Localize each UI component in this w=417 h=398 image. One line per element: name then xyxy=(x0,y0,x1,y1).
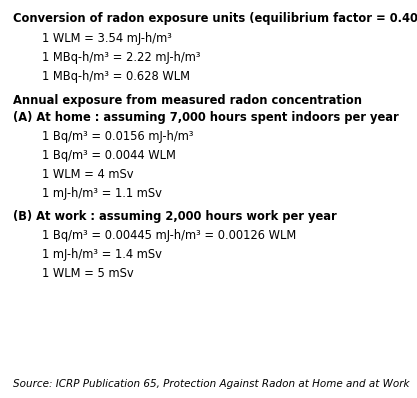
Text: 1 MBq-h/m³ = 2.22 mJ-h/m³: 1 MBq-h/m³ = 2.22 mJ-h/m³ xyxy=(42,51,200,64)
Text: 1 WLM = 5 mSv: 1 WLM = 5 mSv xyxy=(42,267,133,281)
Text: (B) At work : assuming 2,000 hours work per year: (B) At work : assuming 2,000 hours work … xyxy=(13,210,336,223)
Text: 1 mJ-h/m³ = 1.1 mSv: 1 mJ-h/m³ = 1.1 mSv xyxy=(42,187,161,201)
Text: 1 Bq/m³ = 0.0156 mJ-h/m³: 1 Bq/m³ = 0.0156 mJ-h/m³ xyxy=(42,130,193,143)
Text: 1 WLM = 4 mSv: 1 WLM = 4 mSv xyxy=(42,168,133,181)
Text: (A) At home : assuming 7,000 hours spent indoors per year: (A) At home : assuming 7,000 hours spent… xyxy=(13,111,398,124)
Text: 1 Bq/m³ = 0.00445 mJ-h/m³ = 0.00126 WLM: 1 Bq/m³ = 0.00445 mJ-h/m³ = 0.00126 WLM xyxy=(42,229,296,242)
Text: Annual exposure from measured radon concentration: Annual exposure from measured radon conc… xyxy=(13,94,362,107)
Text: 1 WLM = 3.54 mJ-h/m³: 1 WLM = 3.54 mJ-h/m³ xyxy=(42,32,171,45)
Text: Source: ICRP Publication 65, Protection Against Radon at Home and at Work: Source: ICRP Publication 65, Protection … xyxy=(13,379,409,389)
Text: 1 MBq-h/m³ = 0.628 WLM: 1 MBq-h/m³ = 0.628 WLM xyxy=(42,70,190,83)
Text: Conversion of radon exposure units (equilibrium factor = 0.40): Conversion of radon exposure units (equi… xyxy=(13,12,417,25)
Text: 1 mJ-h/m³ = 1.4 mSv: 1 mJ-h/m³ = 1.4 mSv xyxy=(42,248,161,261)
Text: 1 Bq/m³ = 0.0044 WLM: 1 Bq/m³ = 0.0044 WLM xyxy=(42,149,176,162)
